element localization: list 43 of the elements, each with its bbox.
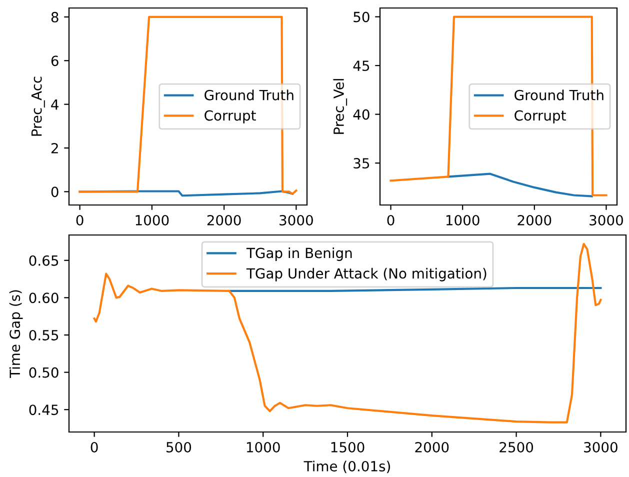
legend-label: Ground Truth — [514, 90, 604, 100]
line-series — [93, 242, 602, 424]
legend-label: TGap in Benign — [246, 248, 352, 261]
x-tick-label: 3000 — [584, 442, 618, 452]
legend-label: Corrupt — [514, 110, 566, 124]
y-tick-label: 40 — [353, 109, 370, 120]
line-series — [390, 16, 608, 196]
x-tick-label: 0 — [90, 442, 98, 452]
x-tick-label: 2000 — [207, 214, 241, 226]
x-tick-label: 1000 — [246, 442, 280, 452]
x-tick-label: 2000 — [415, 442, 449, 452]
x-tick-label: 0 — [387, 214, 394, 226]
x-tick-label: 1500 — [331, 442, 364, 452]
x-tick-label: 3000 — [590, 214, 623, 226]
y-tick-label: 0.55 — [29, 330, 58, 340]
line-series — [78, 16, 298, 195]
x-tick-label: 3000 — [280, 214, 313, 226]
legend-label: TGap Under Attack (No mitigation) — [246, 268, 486, 282]
y-tick-label: 0 — [51, 186, 58, 198]
x-tick-label: 2000 — [518, 214, 552, 226]
y-tick-label: 6 — [51, 56, 58, 66]
x-tick-label: 1000 — [136, 214, 169, 226]
x-tick-label: 1000 — [446, 214, 480, 226]
y-axis-title: Time Gap (s) — [9, 290, 23, 378]
y-axis-title: Prec_Vel — [333, 79, 348, 134]
y-tick-label: 45 — [353, 60, 370, 72]
y-tick-label: 2 — [51, 142, 58, 154]
y-tick-label: 0.60 — [29, 292, 58, 304]
legend-label: Corrupt — [204, 110, 256, 124]
x-tick-label: 500 — [166, 442, 192, 452]
y-tick-label: 0.50 — [29, 367, 58, 378]
x-tick-label: 0 — [76, 214, 84, 226]
y-tick-label: 0.45 — [29, 404, 58, 416]
x-tick-label: 2500 — [500, 442, 534, 452]
y-tick-label: 8 — [51, 12, 58, 22]
y-tick-label: 50 — [354, 12, 370, 22]
y-tick-label: 35 — [354, 158, 370, 169]
y-tick-label: 4 — [51, 99, 58, 110]
x-axis-title: Time (0.01s) — [304, 460, 390, 474]
y-axis-title: Prec_Acc — [31, 76, 45, 136]
line-series — [447, 172, 593, 198]
legend-label: Ground Truth — [204, 90, 294, 100]
y-tick-label: 0.65 — [29, 255, 58, 266]
